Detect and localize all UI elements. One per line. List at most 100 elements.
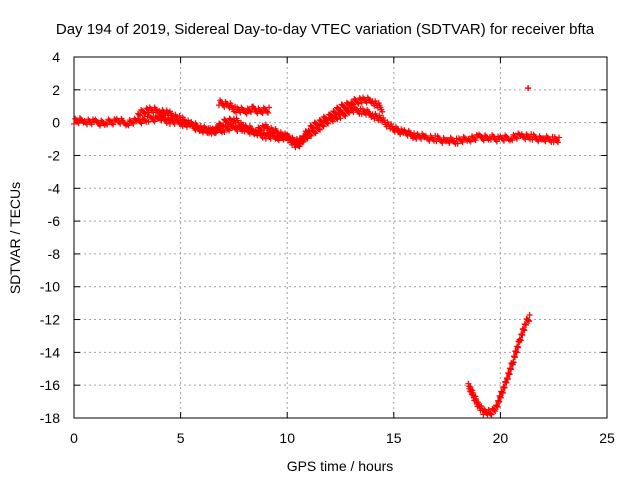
data-point — [319, 119, 326, 126]
data-point — [337, 107, 344, 114]
data-point — [512, 134, 519, 141]
data-point — [499, 136, 506, 143]
data-point — [323, 116, 330, 123]
data-point — [136, 111, 143, 118]
data-point — [197, 123, 204, 130]
data-point — [137, 112, 144, 119]
data-point — [75, 120, 82, 127]
x-tick-label: 10 — [279, 430, 295, 446]
data-point — [504, 376, 511, 383]
chart-title: Day 194 of 2019, Sidereal Day-to-day VTE… — [56, 21, 595, 38]
data-point — [397, 131, 404, 138]
data-point — [317, 126, 324, 133]
x-axis-label: GPS time / hours — [287, 458, 394, 474]
data-point — [221, 128, 228, 135]
data-point — [306, 128, 313, 135]
data-point — [221, 103, 228, 110]
data-point — [311, 129, 318, 136]
y-tick-label: -8 — [48, 246, 61, 262]
data-point — [143, 105, 150, 112]
data-point — [508, 366, 515, 373]
y-tick-label: -4 — [48, 180, 61, 196]
series-upper-segment — [215, 97, 273, 117]
data-point — [97, 122, 104, 129]
data-point — [308, 132, 315, 139]
data-point — [310, 125, 317, 132]
data-point — [315, 122, 322, 129]
data-point — [350, 101, 357, 108]
x-tick-label: 0 — [70, 430, 78, 446]
data-point — [312, 130, 319, 137]
x-tick-label: 20 — [493, 430, 509, 446]
y-axis-label: SDTVAR / TECUs — [7, 182, 23, 294]
data-point — [259, 110, 266, 117]
series-outlier — [525, 85, 532, 92]
data-point — [324, 117, 331, 124]
data-point — [509, 137, 516, 144]
data-point — [554, 139, 561, 146]
y-tick-label: -6 — [48, 213, 61, 229]
data-point — [211, 129, 218, 136]
data-point — [125, 122, 132, 129]
data-point — [212, 130, 219, 137]
data-point — [176, 112, 183, 119]
data-point — [332, 109, 339, 116]
data-point — [488, 411, 495, 418]
data-point — [342, 105, 349, 112]
data-point — [258, 128, 265, 135]
data-point — [349, 100, 356, 107]
data-point — [521, 327, 528, 334]
data-point — [88, 121, 95, 128]
data-point — [314, 122, 321, 129]
data-point — [237, 109, 244, 116]
y-tick-label: -10 — [40, 279, 60, 295]
data-point — [124, 121, 131, 128]
data-point — [513, 135, 520, 142]
series-secondary-trace — [134, 94, 386, 151]
data-point — [341, 104, 348, 111]
data-point — [513, 349, 520, 356]
data-point — [110, 121, 117, 128]
data-point — [243, 110, 250, 117]
data-point — [506, 371, 513, 378]
y-tick-label: 0 — [52, 115, 60, 131]
data-point — [522, 322, 529, 329]
data-point — [508, 135, 515, 142]
data-point — [259, 134, 266, 141]
data-point — [162, 112, 169, 119]
data-point — [337, 115, 344, 122]
data-point — [309, 124, 316, 131]
data-point — [345, 109, 352, 116]
data-point — [318, 118, 325, 125]
data-point — [266, 104, 273, 111]
data-point — [145, 118, 152, 125]
data-point — [515, 344, 522, 351]
data-point — [494, 403, 501, 410]
data-point — [138, 120, 145, 127]
data-point — [342, 113, 349, 120]
data-point — [225, 120, 232, 127]
data-point — [224, 119, 231, 126]
data-point — [411, 130, 418, 137]
y-tick-label: 4 — [52, 49, 60, 65]
data-point — [150, 117, 157, 124]
data-point — [525, 85, 532, 92]
data-point — [220, 127, 227, 134]
data-point — [254, 110, 261, 117]
data-point — [299, 139, 306, 146]
data-point — [137, 119, 144, 126]
data-point — [439, 139, 446, 146]
data-point — [517, 337, 524, 344]
data-point — [151, 118, 158, 125]
y-tick-label: -14 — [40, 344, 60, 360]
data-point — [497, 394, 504, 401]
data-point — [500, 137, 507, 144]
data-point — [355, 100, 362, 107]
y-tick-label: 2 — [52, 82, 60, 98]
data-point — [492, 408, 499, 415]
data-point — [493, 138, 500, 145]
data-point — [459, 139, 466, 146]
data-point — [71, 120, 77, 127]
data-point — [254, 130, 261, 137]
data-point — [108, 120, 115, 127]
